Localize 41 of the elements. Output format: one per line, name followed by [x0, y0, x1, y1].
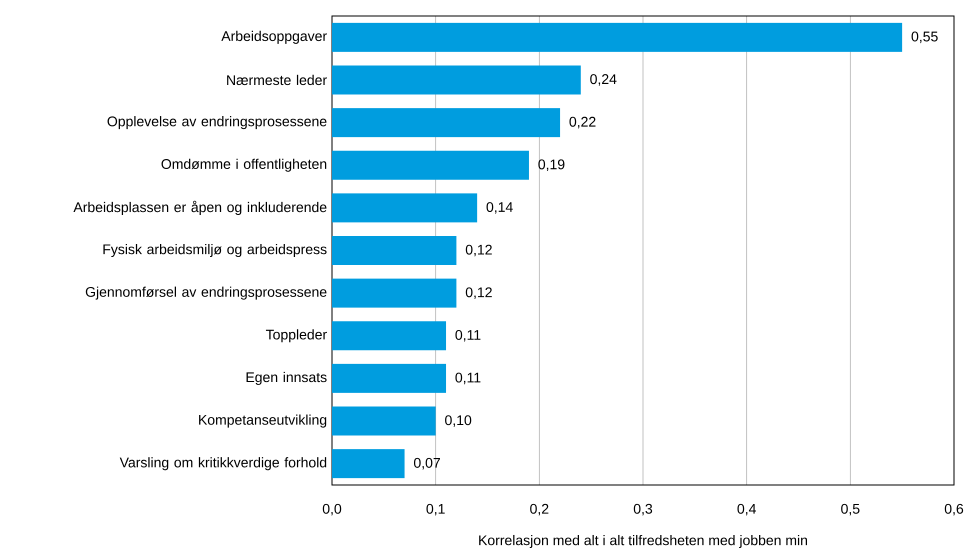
data-label: 0,55: [912, 32, 938, 44]
x-tick-label: 0,6: [944, 504, 964, 516]
data-label: 0,11: [455, 372, 480, 384]
x-tick-label: 0,0: [322, 504, 342, 516]
y-tick-label: Fysisk arbeidsmiljø og arbeidspress: [103, 244, 327, 258]
data-label: 0,07: [414, 458, 440, 470]
y-tick-label: Toppleder: [266, 329, 327, 342]
bar: [332, 321, 446, 350]
data-label: 0,22: [569, 116, 596, 128]
bar: [332, 22, 902, 52]
x-tick-label: 0,5: [841, 504, 860, 516]
x-axis-title: Korrelasjon med alt i alt tilfredsheten med jobben min: [479, 534, 808, 548]
y-tick-label: Kompetanseutvikling: [199, 414, 326, 428]
y-tick-label: Omdømme i offentligheten: [162, 158, 326, 172]
bar: [332, 150, 529, 180]
x-tick-label: 0,1: [426, 504, 445, 516]
y-tick-label: Arbeidsplassen er åpen og inkluderende: [73, 200, 326, 215]
y-tick-label: Opplevelse av endringsprosessene: [108, 116, 326, 130]
x-tick-label: 0,3: [634, 504, 652, 516]
data-label: 0,11: [455, 330, 480, 342]
bar: [332, 108, 560, 138]
bar: [332, 65, 581, 94]
bar: [332, 449, 405, 478]
bar: [332, 278, 456, 308]
x-tick-label: 0,2: [530, 504, 548, 516]
x-tick-label: 0,4: [737, 504, 756, 516]
y-tick-label: Nærmeste leder: [227, 74, 327, 86]
data-label: 0,24: [590, 74, 616, 86]
data-label: 0,10: [445, 415, 472, 427]
data-label: 0,12: [466, 287, 492, 299]
data-label: 0,12: [466, 244, 492, 256]
bar: [332, 236, 456, 265]
bar: [332, 193, 478, 222]
y-tick-label: Gjennomførsel av endringsprosessene: [86, 286, 326, 300]
y-tick-label: Varsling om kritikkverdige forhold: [120, 457, 326, 470]
data-label: 0,19: [538, 159, 564, 172]
y-tick-label: Egen innsats: [246, 372, 327, 385]
data-label: 0,14: [486, 202, 513, 214]
bar: [332, 406, 436, 436]
y-tick-label: Arbeidsoppgaver: [221, 30, 327, 44]
bar: [332, 364, 446, 393]
